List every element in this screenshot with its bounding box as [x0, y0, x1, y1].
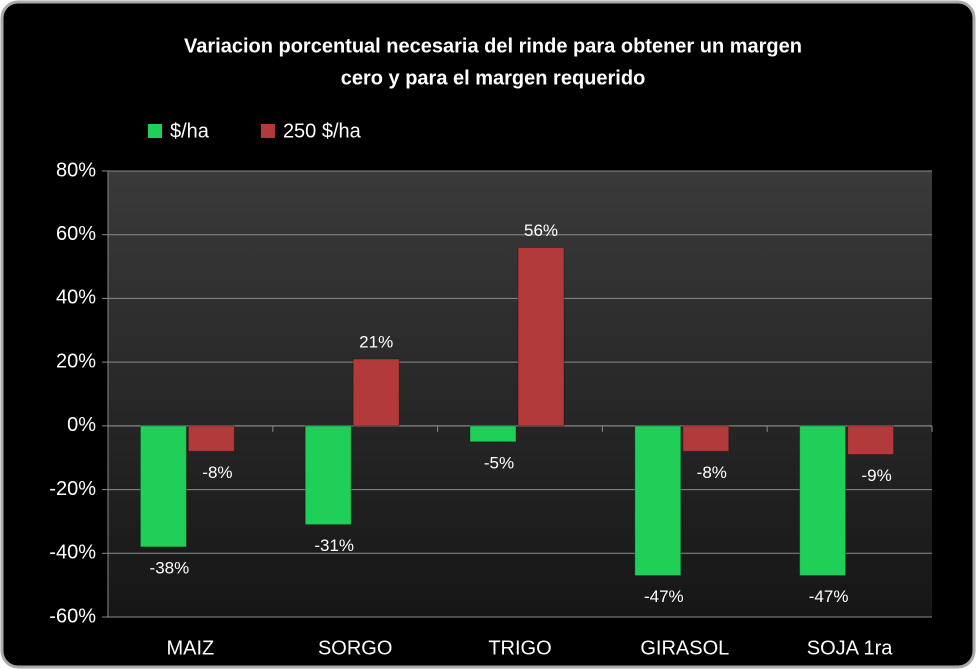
data-label: -8%	[697, 463, 727, 482]
bar	[352, 358, 400, 427]
bar	[682, 425, 730, 452]
data-label: -5%	[484, 453, 514, 472]
x-tick-label: MAIZ	[167, 637, 215, 659]
bar	[469, 425, 517, 443]
y-tick-label: 80%	[56, 159, 96, 181]
chart-title: cero y para el margen requerido	[341, 67, 646, 89]
x-tick-label: GIRASOL	[640, 637, 729, 659]
data-label: -47%	[809, 587, 849, 606]
legend-label: $/ha	[170, 120, 210, 142]
data-label: 21%	[359, 332, 393, 351]
data-label: -31%	[314, 536, 354, 555]
y-tick-label: 0%	[67, 414, 96, 436]
bar	[187, 425, 235, 452]
x-tick-label: SOJA 1ra	[807, 637, 893, 659]
bar	[304, 425, 352, 526]
y-tick-label: 20%	[56, 350, 96, 372]
legend-swatch	[260, 124, 275, 138]
bar	[517, 246, 565, 427]
y-tick-label: -40%	[49, 542, 96, 564]
data-label: -8%	[202, 463, 232, 482]
x-tick-label: TRIGO	[488, 637, 551, 659]
y-tick-label: 40%	[56, 287, 96, 309]
data-label: -9%	[861, 466, 891, 485]
legend-label: 250 $/ha	[283, 120, 362, 142]
data-label: -47%	[644, 587, 684, 606]
data-label: 56%	[524, 221, 558, 240]
data-label: -38%	[150, 558, 190, 577]
x-tick-label: SORGO	[318, 637, 392, 659]
legend-swatch	[148, 124, 162, 138]
y-tick-label: -60%	[49, 605, 96, 627]
bar	[634, 425, 682, 577]
y-tick-label: -20%	[49, 478, 96, 500]
bar	[799, 425, 847, 577]
bar	[139, 425, 187, 548]
y-tick-label: 60%	[56, 223, 96, 245]
chart-title: Variacion porcentual necesaria del rinde…	[184, 35, 802, 57]
bar	[847, 425, 895, 456]
